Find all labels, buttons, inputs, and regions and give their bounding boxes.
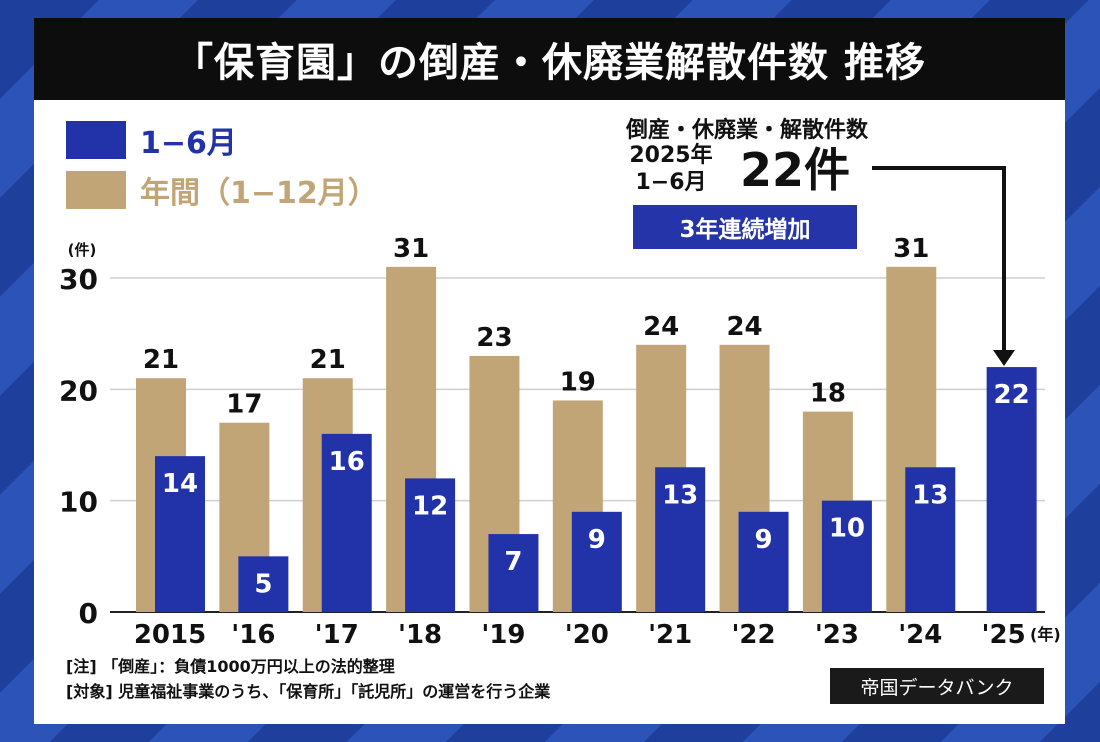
data-label-annual: 21: [143, 345, 179, 375]
x-tick-label: 2015: [134, 620, 206, 650]
callout-period: 2025年 1−6月: [612, 142, 730, 196]
data-label-first-half: 12: [412, 491, 448, 521]
callout-label: 倒産・休廃業・解散件数: [625, 118, 868, 143]
callout-value: 22件: [740, 143, 851, 197]
bar-first-half: [405, 478, 456, 612]
legend-swatch-blue: [66, 121, 126, 159]
legend-item-annual: 年間（1−12月）: [66, 168, 378, 212]
data-label-first-half: 10: [829, 514, 865, 544]
callout-badge: 3年連続増加: [633, 205, 857, 249]
callout-period-year: 2025年: [629, 143, 713, 168]
y-tick-label: 10: [59, 486, 98, 519]
data-label-first-half: 9: [754, 525, 772, 555]
y-tick-label: 20: [59, 374, 98, 407]
x-tick-label: '16: [231, 620, 275, 650]
note-scope: [対象] 児童福祉事業のうち、「保育所」「託児所」の運営を行う企業: [66, 682, 551, 701]
x-axis-unit: (年): [1030, 625, 1061, 644]
legend-label-first-half: 1−6月: [140, 126, 237, 161]
data-label-annual: 23: [476, 323, 512, 353]
data-label-first-half: 22: [994, 380, 1030, 410]
x-tick-label: '25: [982, 620, 1026, 650]
chart-title: 「保育園」の倒産・休廃業解散件数 推移: [34, 18, 1065, 100]
legend-label-annual: 年間（1−12月）: [140, 176, 378, 211]
x-tick-label: '17: [315, 620, 359, 650]
callout-period-months: 1−6月: [635, 170, 707, 195]
x-tick-label: '20: [565, 620, 609, 650]
data-label-annual: 24: [726, 312, 762, 342]
data-label-first-half: 16: [329, 447, 365, 477]
legend-swatch-tan: [66, 171, 126, 209]
y-tick-label: 0: [79, 597, 98, 630]
note-definition: [注] 「倒産」：負債1000万円以上の法的整理: [66, 657, 395, 676]
bar-first-half: [155, 456, 205, 612]
legend-item-first-half: 1−6月: [66, 118, 237, 162]
bar-first-half: [738, 511, 789, 612]
y-tick-label: 30: [59, 263, 98, 296]
data-label-annual: 31: [393, 234, 429, 264]
data-label-first-half: 14: [162, 469, 198, 499]
data-label-annual: 18: [810, 379, 846, 409]
x-tick-label: '18: [398, 620, 442, 650]
data-label-annual: 24: [643, 312, 679, 342]
data-label-first-half: 9: [588, 525, 606, 555]
bar-first-half: [488, 534, 539, 612]
x-tick-label: '21: [648, 620, 692, 650]
bar-first-half: [905, 467, 956, 612]
data-label-first-half: 7: [504, 547, 522, 577]
bar-first-half: [238, 556, 289, 612]
bar-first-half: [571, 511, 622, 612]
data-label-first-half: 13: [662, 480, 698, 510]
y-axis-unit: (件): [68, 241, 97, 259]
data-label-first-half: 13: [912, 480, 948, 510]
bar-first-half: [321, 433, 372, 612]
bar-first-half: [821, 500, 872, 612]
bar-first-half: [986, 367, 1037, 612]
bar-first-half: [655, 467, 706, 612]
data-label-annual: 31: [893, 234, 929, 264]
data-label-first-half: 5: [254, 569, 272, 599]
x-tick-label: '24: [898, 620, 942, 650]
data-label-annual: 21: [310, 345, 346, 375]
x-tick-label: '22: [731, 620, 775, 650]
data-label-annual: 17: [226, 390, 262, 420]
source-label: 帝国データバンク: [830, 668, 1044, 704]
x-tick-label: '19: [481, 620, 525, 650]
x-tick-label: '23: [815, 620, 859, 650]
data-label-annual: 19: [560, 367, 596, 397]
